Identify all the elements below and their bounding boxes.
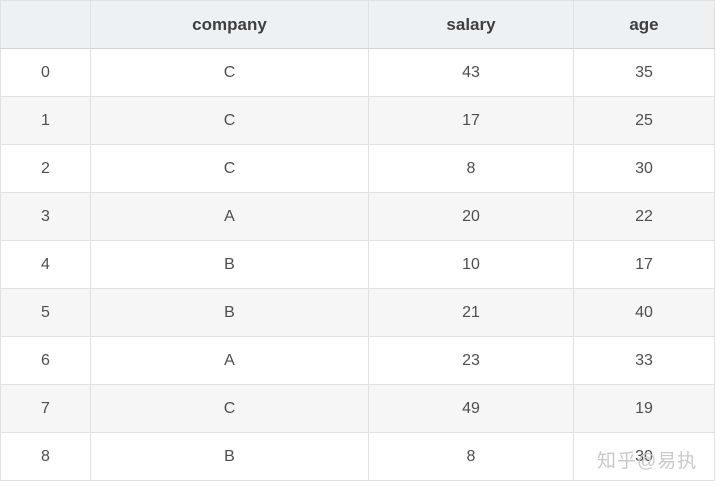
table-body: 0 C 43 35 1 C 17 25 2 C 8 30 3 A 20 22 4 B 10 17 5 B 21 40 6 A 23 3… — [0, 48, 715, 481]
salary-cell: 49 — [368, 384, 574, 433]
age-cell: 30 — [573, 432, 715, 481]
header-row: company salary age — [0, 0, 715, 49]
company-cell: B — [90, 240, 369, 289]
index-column-header — [0, 0, 91, 49]
table-row: 7 C 49 19 — [0, 384, 715, 433]
table-row: 2 C 8 30 — [0, 144, 715, 193]
salary-cell: 17 — [368, 96, 574, 145]
table-row: 8 B 8 30 — [0, 432, 715, 481]
table-row: 4 B 10 17 — [0, 240, 715, 289]
salary-cell: 10 — [368, 240, 574, 289]
table-row: 5 B 21 40 — [0, 288, 715, 337]
company-cell: A — [90, 192, 369, 241]
age-cell: 22 — [573, 192, 715, 241]
table-row: 3 A 20 22 — [0, 192, 715, 241]
age-cell: 30 — [573, 144, 715, 193]
column-header-salary: salary — [368, 0, 574, 49]
column-header-age: age — [573, 0, 715, 49]
table-head: company salary age — [0, 0, 715, 49]
row-index-cell: 5 — [0, 288, 91, 337]
salary-cell: 43 — [368, 48, 574, 97]
company-cell: C — [90, 384, 369, 433]
row-index-cell: 0 — [0, 48, 91, 97]
row-index-cell: 4 — [0, 240, 91, 289]
row-index-cell: 6 — [0, 336, 91, 385]
salary-cell: 8 — [368, 144, 574, 193]
row-index-cell: 8 — [0, 432, 91, 481]
age-cell: 19 — [573, 384, 715, 433]
row-index-cell: 3 — [0, 192, 91, 241]
row-index-cell: 2 — [0, 144, 91, 193]
salary-cell: 23 — [368, 336, 574, 385]
row-index-cell: 1 — [0, 96, 91, 145]
company-cell: C — [90, 96, 369, 145]
company-cell: B — [90, 288, 369, 337]
row-index-cell: 7 — [0, 384, 91, 433]
company-cell: C — [90, 48, 369, 97]
table-row: 0 C 43 35 — [0, 48, 715, 97]
table-row: 1 C 17 25 — [0, 96, 715, 145]
company-cell: A — [90, 336, 369, 385]
salary-cell: 8 — [368, 432, 574, 481]
age-cell: 35 — [573, 48, 715, 97]
company-cell: C — [90, 144, 369, 193]
salary-cell: 20 — [368, 192, 574, 241]
age-cell: 25 — [573, 96, 715, 145]
age-cell: 17 — [573, 240, 715, 289]
salary-cell: 21 — [368, 288, 574, 337]
age-cell: 33 — [573, 336, 715, 385]
table-row: 6 A 23 33 — [0, 336, 715, 385]
age-cell: 40 — [573, 288, 715, 337]
company-cell: B — [90, 432, 369, 481]
column-header-company: company — [90, 0, 369, 49]
dataframe-table: company salary age 0 C 43 35 1 C 17 25 2 C 8 30 3 A 20 22… — [0, 0, 715, 481]
